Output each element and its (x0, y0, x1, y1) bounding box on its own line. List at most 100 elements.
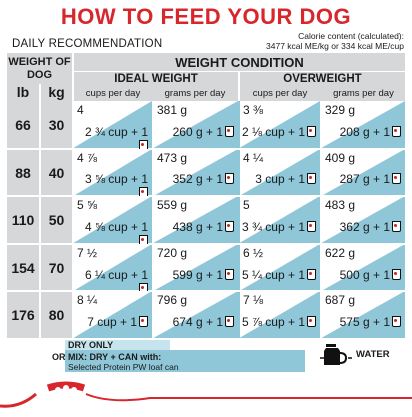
mix-value-text: 2 ¾ cup + 1 (84, 124, 148, 139)
col-divider (320, 196, 322, 244)
dry-only-cell (154, 101, 238, 148)
dry-only-cell (74, 148, 152, 196)
can-icon (225, 316, 234, 328)
dry-only-value: 5 (243, 198, 250, 213)
dry-only-cell (240, 148, 320, 196)
mix-value-text: 352 g + 1 (172, 172, 223, 187)
row-separator (7, 338, 405, 340)
col-divider (320, 291, 322, 339)
dry-only-value: 4 (77, 103, 84, 117)
legend-dry-swatch (65, 340, 170, 350)
dry-only-cell (240, 243, 320, 291)
can-icon (225, 125, 234, 137)
dry-only-value: 4 ¼ (243, 150, 264, 165)
dry-only-cell (74, 243, 152, 291)
dry-only-cell (322, 196, 405, 243)
mix-value: 362 g + 1 (322, 220, 401, 234)
mix-value-text: 438 g + 1 (172, 220, 223, 234)
weight-lb: 110 (11, 212, 35, 229)
dry-only-value: 6 ½ (243, 245, 264, 260)
weight-lb: 154 (11, 259, 35, 276)
dry-only-value: 622 g (325, 245, 356, 260)
over-cups-header: cups per day (252, 88, 308, 99)
dry-only-cell (240, 196, 320, 243)
overweight-header: OVERWEIGHT (283, 73, 362, 85)
weight-kg: 30 (48, 117, 65, 133)
dry-only-value: 687 g (325, 293, 356, 308)
dry-only-cell (74, 101, 152, 148)
dry-only-value: 8 ¼ (77, 293, 98, 308)
dry-only-value: 483 g (325, 198, 356, 213)
can-icon (225, 173, 234, 185)
dry-only-value: 409 g (325, 150, 356, 165)
mix-value-text: 3 ¾ cup + 1 (241, 220, 305, 234)
daily-recommendation-label: DAILY RECOMMENDATION (12, 38, 163, 50)
royal-canin-crown-logo (0, 380, 412, 412)
weight-of-dog-header: WEIGHT OF DOG (8, 56, 71, 81)
calorie-content: Calorie content (calculated): 3477 kcal … (266, 31, 404, 51)
water-jug-icon (318, 341, 352, 369)
mix-value: 674 g + 1 (154, 315, 234, 329)
mix-value-text: 3 ⅝ cup + 1 (84, 172, 148, 187)
mix-value: 3 cup + 1 (240, 172, 316, 186)
mix-value-text: 260 g + 1 (172, 124, 223, 139)
can-icon (139, 316, 148, 328)
calorie-line-1: Calorie content (calculated): (298, 31, 404, 41)
dry-only-value: 796 g (157, 293, 188, 308)
mix-value: 7 cup + 1 (74, 315, 148, 329)
mix-value-text: 3 cup + 1 (255, 172, 305, 187)
dry-only-cell (154, 148, 238, 196)
mix-value: 287 g + 1 (322, 172, 401, 186)
mix-value: 575 g + 1 (322, 315, 401, 329)
dry-only-value: 720 g (157, 245, 188, 260)
unit-kg: kg (48, 84, 65, 100)
dry-only-cell (322, 291, 405, 338)
legend-or: OR (52, 352, 66, 362)
mix-value: 208 g + 1 (322, 125, 401, 139)
col-divider (152, 291, 154, 339)
ideal-grams-header: grams per day (164, 88, 226, 99)
can-icon (392, 125, 401, 137)
mix-value-text: 4 ⅝ cup + 1 (84, 220, 148, 234)
weight-divider (39, 84, 41, 339)
dry-only-value: 329 g (325, 103, 356, 117)
dry-only-value: 559 g (157, 198, 188, 213)
dry-only-value: 4 ⅞ (77, 150, 98, 165)
dry-only-value: 7 ½ (77, 245, 98, 260)
mix-value-text: 287 g + 1 (339, 172, 390, 187)
dry-only-cell (322, 243, 405, 291)
mix-value: 260 g + 1 (154, 125, 234, 139)
weight-lb: 88 (15, 164, 31, 181)
legend-water: WATER (356, 349, 390, 360)
col-divider (152, 148, 154, 197)
mix-value-text: 5 ¼ cup + 1 (241, 267, 305, 282)
dry-only-cell (154, 243, 238, 291)
unit-lb: lb (16, 84, 30, 100)
dry-only-value: 3 ⅜ (243, 103, 264, 117)
mix-value-text: 6 ¼ cup + 1 (84, 267, 148, 282)
col-divider (152, 243, 154, 292)
ideal-cups-header: cups per day (85, 88, 141, 99)
dry-only-value: 7 ⅛ (243, 293, 264, 308)
mix-value: 2 ⅛ cup + 1 (240, 125, 316, 139)
dry-only-cell (240, 101, 320, 148)
mix-value-text: 599 g + 1 (172, 267, 223, 282)
dry-only-value: 473 g (157, 150, 188, 165)
mix-value: 599 g + 1 (154, 268, 234, 282)
mix-value-text: 7 cup + 1 (87, 315, 137, 330)
can-icon (307, 316, 316, 328)
col-divider (320, 101, 322, 149)
dry-only-cell (322, 101, 405, 148)
col-divider (320, 148, 322, 197)
page-title: HOW TO FEED YOUR DOG (60, 4, 352, 29)
mix-value: 500 g + 1 (322, 268, 401, 282)
can-icon (392, 268, 401, 280)
weight-kg: 80 (48, 307, 65, 324)
can-icon (225, 268, 234, 280)
mix-value-text: 2 ⅛ cup + 1 (241, 124, 305, 139)
ideal-weight-header: IDEAL WEIGHT (114, 73, 198, 85)
can-icon (225, 221, 234, 232)
condition-divider (74, 71, 405, 72)
legend-mix-line-1: MIX: DRY + CAN with: (68, 352, 162, 362)
legend-dry-only: DRY ONLY (68, 340, 114, 350)
